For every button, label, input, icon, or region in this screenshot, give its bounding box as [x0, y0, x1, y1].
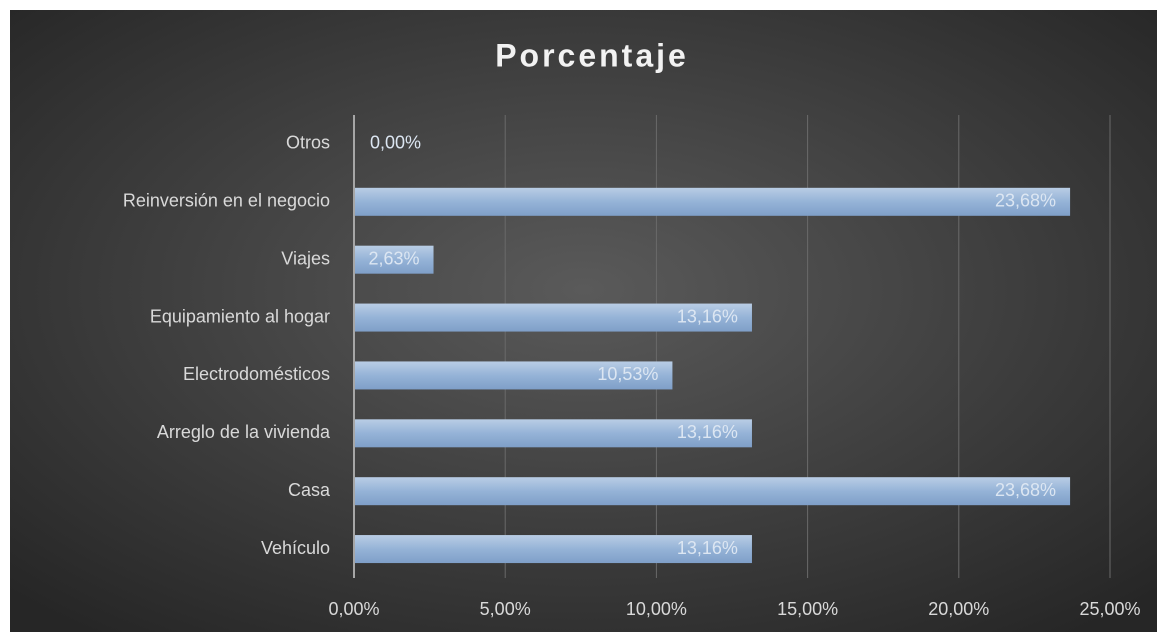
y-tick-label: Electrodomésticos — [183, 364, 330, 384]
bar — [354, 187, 1071, 216]
bar — [354, 245, 434, 274]
value-label: 13,16% — [677, 538, 738, 558]
x-tick-label: 5,00% — [480, 599, 531, 619]
value-label: 2,63% — [368, 248, 419, 268]
value-label: 0,00% — [370, 133, 421, 153]
x-tick-label: 20,00% — [928, 599, 989, 619]
y-tick-label: Equipamiento al hogar — [150, 306, 330, 326]
value-label: 13,16% — [677, 306, 738, 326]
bar — [354, 303, 752, 332]
y-tick-label: Vehículo — [261, 538, 330, 558]
value-label: 13,16% — [677, 422, 738, 442]
y-tick-label: Otros — [286, 133, 330, 153]
y-tick-label: Reinversión en el negocio — [123, 191, 330, 211]
x-tick-label: 10,00% — [626, 599, 687, 619]
y-tick-label: Arreglo de la vivienda — [157, 422, 331, 442]
chart-title: Porcentaje — [495, 37, 689, 73]
value-label: 23,68% — [995, 480, 1056, 500]
bar — [354, 419, 752, 448]
x-tick-label: 15,00% — [777, 599, 838, 619]
bar — [354, 477, 1071, 506]
bar — [354, 361, 673, 390]
value-label: 10,53% — [597, 364, 658, 384]
y-tick-label: Casa — [288, 480, 331, 500]
x-tick-label: 25,00% — [1079, 599, 1140, 619]
bar — [354, 535, 752, 564]
x-tick-label: 0,00% — [328, 599, 379, 619]
value-label: 23,68% — [995, 191, 1056, 211]
y-tick-label: Viajes — [281, 248, 330, 268]
